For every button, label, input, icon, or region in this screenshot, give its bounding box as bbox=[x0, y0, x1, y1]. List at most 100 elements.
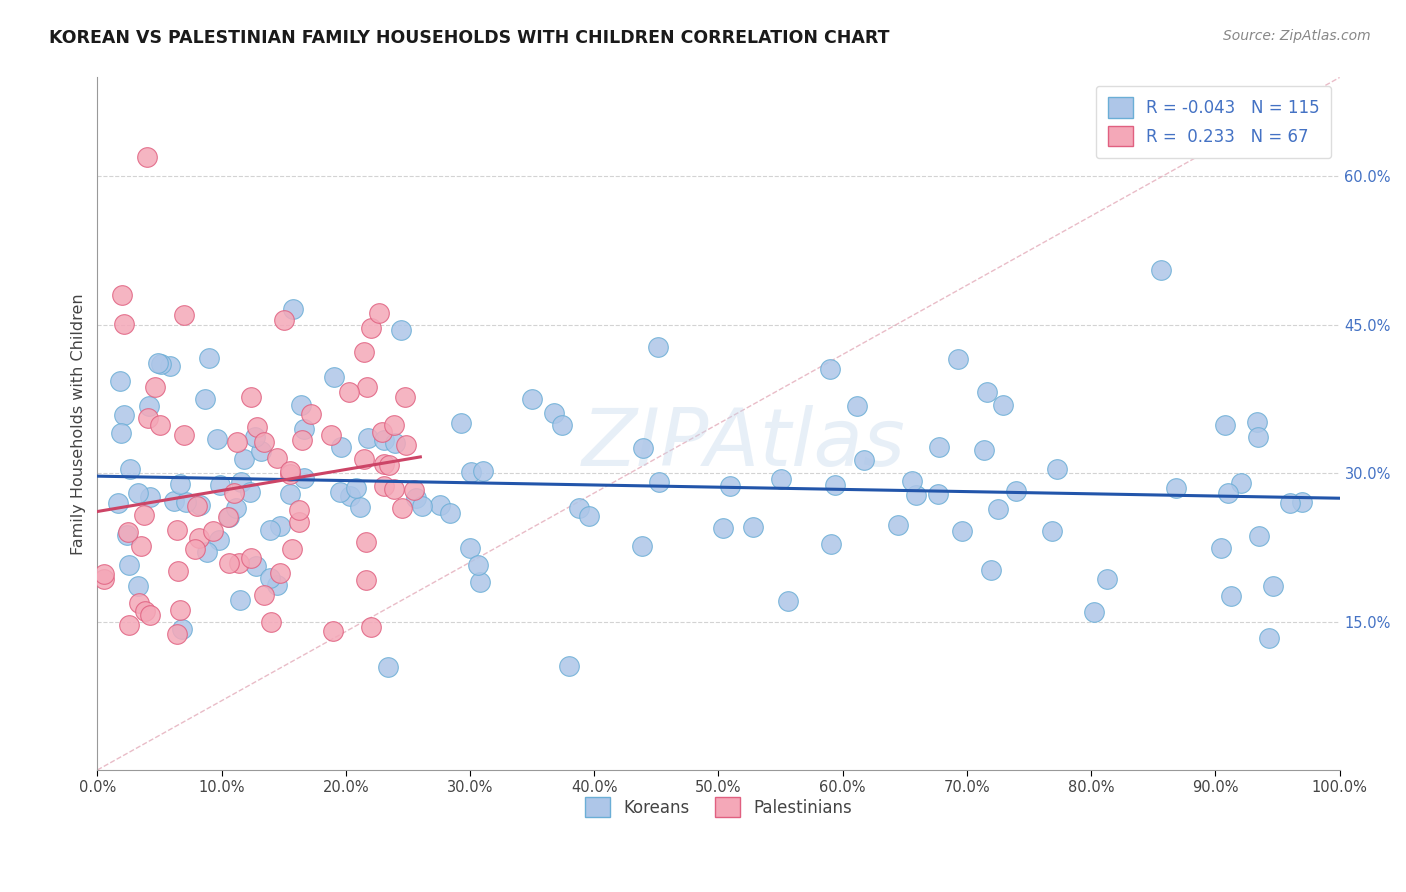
Point bbox=[718, 479, 741, 493]
Point bbox=[250, 443, 273, 458]
Point bbox=[1278, 496, 1301, 510]
Point bbox=[460, 465, 482, 479]
Point bbox=[329, 485, 352, 500]
Point bbox=[188, 498, 211, 512]
Point bbox=[138, 399, 160, 413]
Point bbox=[568, 500, 591, 515]
Point bbox=[371, 425, 394, 439]
Point bbox=[269, 518, 291, 533]
Point bbox=[1166, 482, 1188, 496]
Point bbox=[166, 627, 188, 641]
Legend: Koreans, Palestinians: Koreans, Palestinians bbox=[578, 790, 859, 824]
Point bbox=[225, 501, 247, 516]
Point bbox=[353, 344, 375, 359]
Point bbox=[846, 400, 869, 414]
Point bbox=[778, 594, 800, 608]
Point bbox=[820, 536, 842, 550]
Text: KOREAN VS PALESTINIAN FAMILY HOUSEHOLDS WITH CHILDREN CORRELATION CHART: KOREAN VS PALESTINIAN FAMILY HOUSEHOLDS … bbox=[49, 29, 890, 46]
Point bbox=[382, 418, 405, 433]
Point bbox=[229, 593, 252, 607]
Point bbox=[1246, 415, 1268, 429]
Point bbox=[139, 490, 162, 504]
Point bbox=[378, 458, 401, 472]
Point bbox=[170, 622, 193, 636]
Point bbox=[240, 551, 263, 566]
Point bbox=[770, 471, 793, 485]
Point bbox=[344, 481, 367, 495]
Point bbox=[117, 618, 139, 632]
Text: Source: ZipAtlas.com: Source: ZipAtlas.com bbox=[1223, 29, 1371, 43]
Point bbox=[222, 486, 245, 500]
Point bbox=[266, 451, 288, 466]
Point bbox=[278, 467, 301, 481]
Point bbox=[127, 578, 149, 592]
Point bbox=[928, 440, 950, 454]
Point bbox=[260, 615, 283, 629]
Point bbox=[1230, 475, 1253, 490]
Point bbox=[1291, 495, 1313, 509]
Point bbox=[373, 479, 395, 493]
Point bbox=[458, 541, 481, 556]
Point bbox=[93, 572, 115, 586]
Point bbox=[1083, 605, 1105, 619]
Point bbox=[186, 500, 208, 514]
Point bbox=[93, 567, 115, 582]
Point bbox=[233, 452, 256, 467]
Point bbox=[1220, 589, 1243, 603]
Point bbox=[980, 564, 1002, 578]
Point bbox=[120, 461, 142, 475]
Point bbox=[631, 441, 654, 455]
Point bbox=[1261, 579, 1284, 593]
Point bbox=[173, 427, 195, 442]
Point bbox=[330, 440, 353, 454]
Point bbox=[986, 502, 1008, 516]
Point bbox=[110, 425, 132, 440]
Point bbox=[166, 524, 188, 538]
Point bbox=[927, 486, 949, 500]
Point bbox=[349, 500, 371, 514]
Point bbox=[520, 392, 543, 406]
Point bbox=[131, 539, 153, 553]
Point bbox=[354, 534, 377, 549]
Point bbox=[742, 520, 765, 534]
Point bbox=[288, 515, 311, 529]
Point bbox=[226, 434, 249, 449]
Point bbox=[136, 150, 159, 164]
Point bbox=[184, 542, 207, 557]
Point bbox=[127, 486, 149, 500]
Point bbox=[991, 398, 1014, 412]
Point bbox=[174, 495, 197, 509]
Point bbox=[360, 320, 382, 334]
Point bbox=[269, 566, 291, 580]
Point bbox=[110, 374, 132, 388]
Point bbox=[218, 556, 240, 570]
Point bbox=[208, 533, 231, 548]
Point bbox=[138, 411, 160, 425]
Point bbox=[429, 498, 451, 512]
Point bbox=[292, 471, 315, 485]
Point bbox=[1249, 529, 1271, 543]
Y-axis label: Family Households with Children: Family Households with Children bbox=[72, 293, 86, 555]
Point bbox=[299, 407, 322, 421]
Point bbox=[820, 362, 842, 376]
Point bbox=[1216, 486, 1239, 500]
Point bbox=[112, 408, 135, 422]
Point bbox=[384, 436, 406, 450]
Point bbox=[471, 464, 494, 478]
Point bbox=[278, 487, 301, 501]
Point bbox=[112, 318, 135, 332]
Point bbox=[239, 484, 262, 499]
Point bbox=[1258, 631, 1281, 645]
Point bbox=[253, 588, 276, 602]
Point bbox=[368, 305, 391, 319]
Point bbox=[550, 417, 572, 432]
Point bbox=[973, 442, 995, 457]
Point bbox=[648, 475, 671, 489]
Point bbox=[467, 558, 489, 573]
Point bbox=[243, 429, 266, 443]
Point bbox=[239, 390, 262, 404]
Point bbox=[149, 417, 172, 432]
Point bbox=[194, 392, 217, 407]
Point bbox=[353, 451, 375, 466]
Point bbox=[134, 508, 156, 522]
